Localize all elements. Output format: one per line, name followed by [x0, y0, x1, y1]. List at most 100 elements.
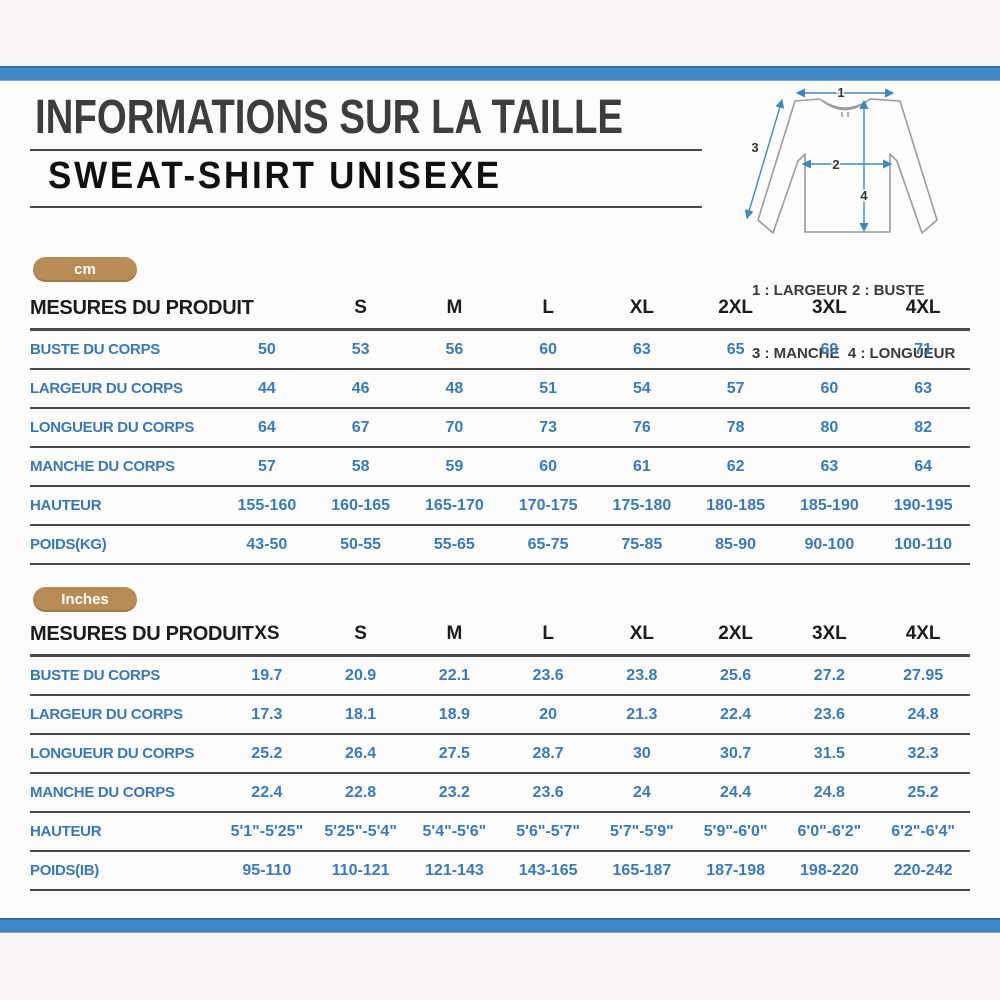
value-cell: 80 — [782, 408, 877, 448]
table-row: BUSTE DU CORPS 19.7 20.9 22.1 23.6 23.8 25.6 27… — [30, 655, 970, 696]
value-cell: 22.8 — [313, 773, 408, 813]
value-cell: 5'25"-5'4" — [313, 812, 408, 852]
size-header-cell: XS — [220, 614, 314, 657]
size-header-cell: M — [407, 614, 502, 657]
value-cell: 57 — [220, 447, 314, 487]
value-cell: 82 — [876, 408, 970, 448]
size-header-cell: 3XL — [782, 288, 877, 331]
value-cell: 185-190 — [782, 486, 877, 526]
value-cell: 60 — [501, 447, 595, 487]
value-cell: 110-121 — [313, 851, 408, 891]
value-cell: 143-165 — [501, 851, 595, 891]
row-label: LONGUEUR DU CORPS — [30, 734, 220, 774]
value-cell: 58 — [313, 447, 408, 487]
marker-3-label: 3 — [751, 140, 758, 155]
value-cell: 23.6 — [501, 655, 595, 696]
divider-line — [30, 206, 702, 208]
value-cell: 54 — [595, 369, 689, 409]
value-cell: 27.5 — [407, 734, 502, 774]
value-cell: 26.4 — [313, 734, 408, 774]
value-cell: 21.3 — [595, 695, 689, 735]
value-cell: 5'9"-6'0" — [688, 812, 783, 852]
value-cell: 6'2"-6'4" — [876, 812, 970, 852]
value-cell: 67 — [313, 408, 408, 448]
value-cell: 46 — [313, 369, 408, 409]
header-row: MESURES DU PRODUIT XS S M L XL 2XL 3XL 4XL — [30, 614, 970, 657]
value-cell: 198-220 — [782, 851, 877, 891]
value-cell: 160-165 — [313, 486, 408, 526]
measure-column-header: MESURES DU PRODUIT — [30, 614, 254, 657]
size-header-cell: 3XL — [782, 614, 877, 657]
size-table-inches: MESURES DU PRODUIT XS S M L XL 2XL 3XL 4XL BUST… — [30, 614, 970, 891]
value-cell: 23.6 — [782, 695, 877, 735]
value-cell: 85-90 — [688, 525, 783, 565]
value-cell: 23.8 — [595, 655, 689, 696]
value-cell: 23.6 — [501, 773, 595, 813]
value-cell: 78 — [688, 408, 783, 448]
value-cell: 24.8 — [782, 773, 877, 813]
marker-2-label: 2 — [832, 157, 839, 172]
value-cell: 64 — [876, 447, 970, 487]
value-cell: 61 — [595, 447, 689, 487]
bottom-accent-bar — [0, 918, 1000, 933]
marker-4-label: 4 — [860, 188, 868, 203]
value-cell: 30.7 — [688, 734, 783, 774]
value-cell: 27.2 — [782, 655, 877, 696]
value-cell: 165-170 — [407, 486, 502, 526]
sweatshirt-diagram: 1 2 3 4 — [744, 84, 938, 234]
value-cell: 20 — [501, 695, 595, 735]
unit-badge-cm: cm — [33, 257, 137, 282]
value-cell: 24.8 — [876, 695, 970, 735]
value-cell: 69 — [782, 329, 877, 370]
marker-1-label: 1 — [837, 85, 844, 100]
product-subtitle: SWEAT-SHIRT UNISEXE — [48, 155, 502, 197]
size-header-cell: XL — [595, 288, 689, 331]
size-header-cell: S — [313, 288, 408, 331]
table-row: HAUTEUR 5'1"-5'25" 5'25"-5'4" 5'4"-5'6" 5'6"… — [30, 812, 970, 852]
sweatshirt-outline-icon — [757, 98, 938, 234]
value-cell: 63 — [876, 369, 970, 409]
value-cell: 53 — [313, 329, 408, 370]
bottom-margin-band — [0, 933, 1000, 1000]
table-row: LONGUEUR DU CORPS 25.2 26.4 27.5 28.7 30 30.7 3… — [30, 734, 970, 774]
value-cell: 31.5 — [782, 734, 877, 774]
header-row: MESURES DU PRODUIT S M L XL 2XL 3XL 4XL — [30, 288, 970, 331]
row-label: BUSTE DU CORPS — [30, 655, 220, 696]
value-cell: 17.3 — [220, 695, 314, 735]
size-header-cell: M — [407, 288, 502, 331]
row-label: HAUTEUR — [30, 486, 220, 526]
value-cell: 170-175 — [501, 486, 595, 526]
size-header-cell: 4XL — [876, 288, 970, 331]
value-cell: 63 — [595, 329, 689, 370]
value-cell: 44 — [220, 369, 314, 409]
value-cell: 76 — [595, 408, 689, 448]
value-cell: 19.7 — [220, 655, 314, 696]
row-label: MANCHE DU CORPS — [30, 447, 220, 487]
value-cell: 6'0"-6'2" — [782, 812, 877, 852]
row-label: LONGUEUR DU CORPS — [30, 408, 220, 448]
value-cell: 190-195 — [876, 486, 970, 526]
table-row: LARGEUR DU CORPS 17.3 18.1 18.9 20 21.3 22.4 23… — [30, 695, 970, 735]
value-cell: 48 — [407, 369, 502, 409]
value-cell: 73 — [501, 408, 595, 448]
row-label: BUSTE DU CORPS — [30, 329, 220, 370]
size-header-cell: 2XL — [688, 288, 783, 331]
row-label: POIDS(IB) — [30, 851, 220, 891]
value-cell: 43-50 — [220, 525, 314, 565]
value-cell: 50 — [220, 329, 314, 370]
size-header-cell: L — [501, 614, 595, 657]
value-cell: 59 — [407, 447, 502, 487]
value-cell: 121-143 — [407, 851, 502, 891]
value-cell: 5'4"-5'6" — [407, 812, 502, 852]
value-cell: 65 — [688, 329, 783, 370]
row-label: LARGEUR DU CORPS — [30, 695, 220, 735]
value-cell: 24.4 — [688, 773, 783, 813]
measurement-arrows — [744, 88, 895, 233]
value-cell: 64 — [220, 408, 314, 448]
table-row: POIDS(IB) 95-110 110-121 121-143 143-165 165-… — [30, 851, 970, 891]
value-cell: 50-55 — [313, 525, 408, 565]
table-row: LARGEUR DU CORPS 44 46 48 51 54 57 60 63 — [30, 369, 970, 409]
value-cell: 75-85 — [595, 525, 689, 565]
value-cell: 23.2 — [407, 773, 502, 813]
